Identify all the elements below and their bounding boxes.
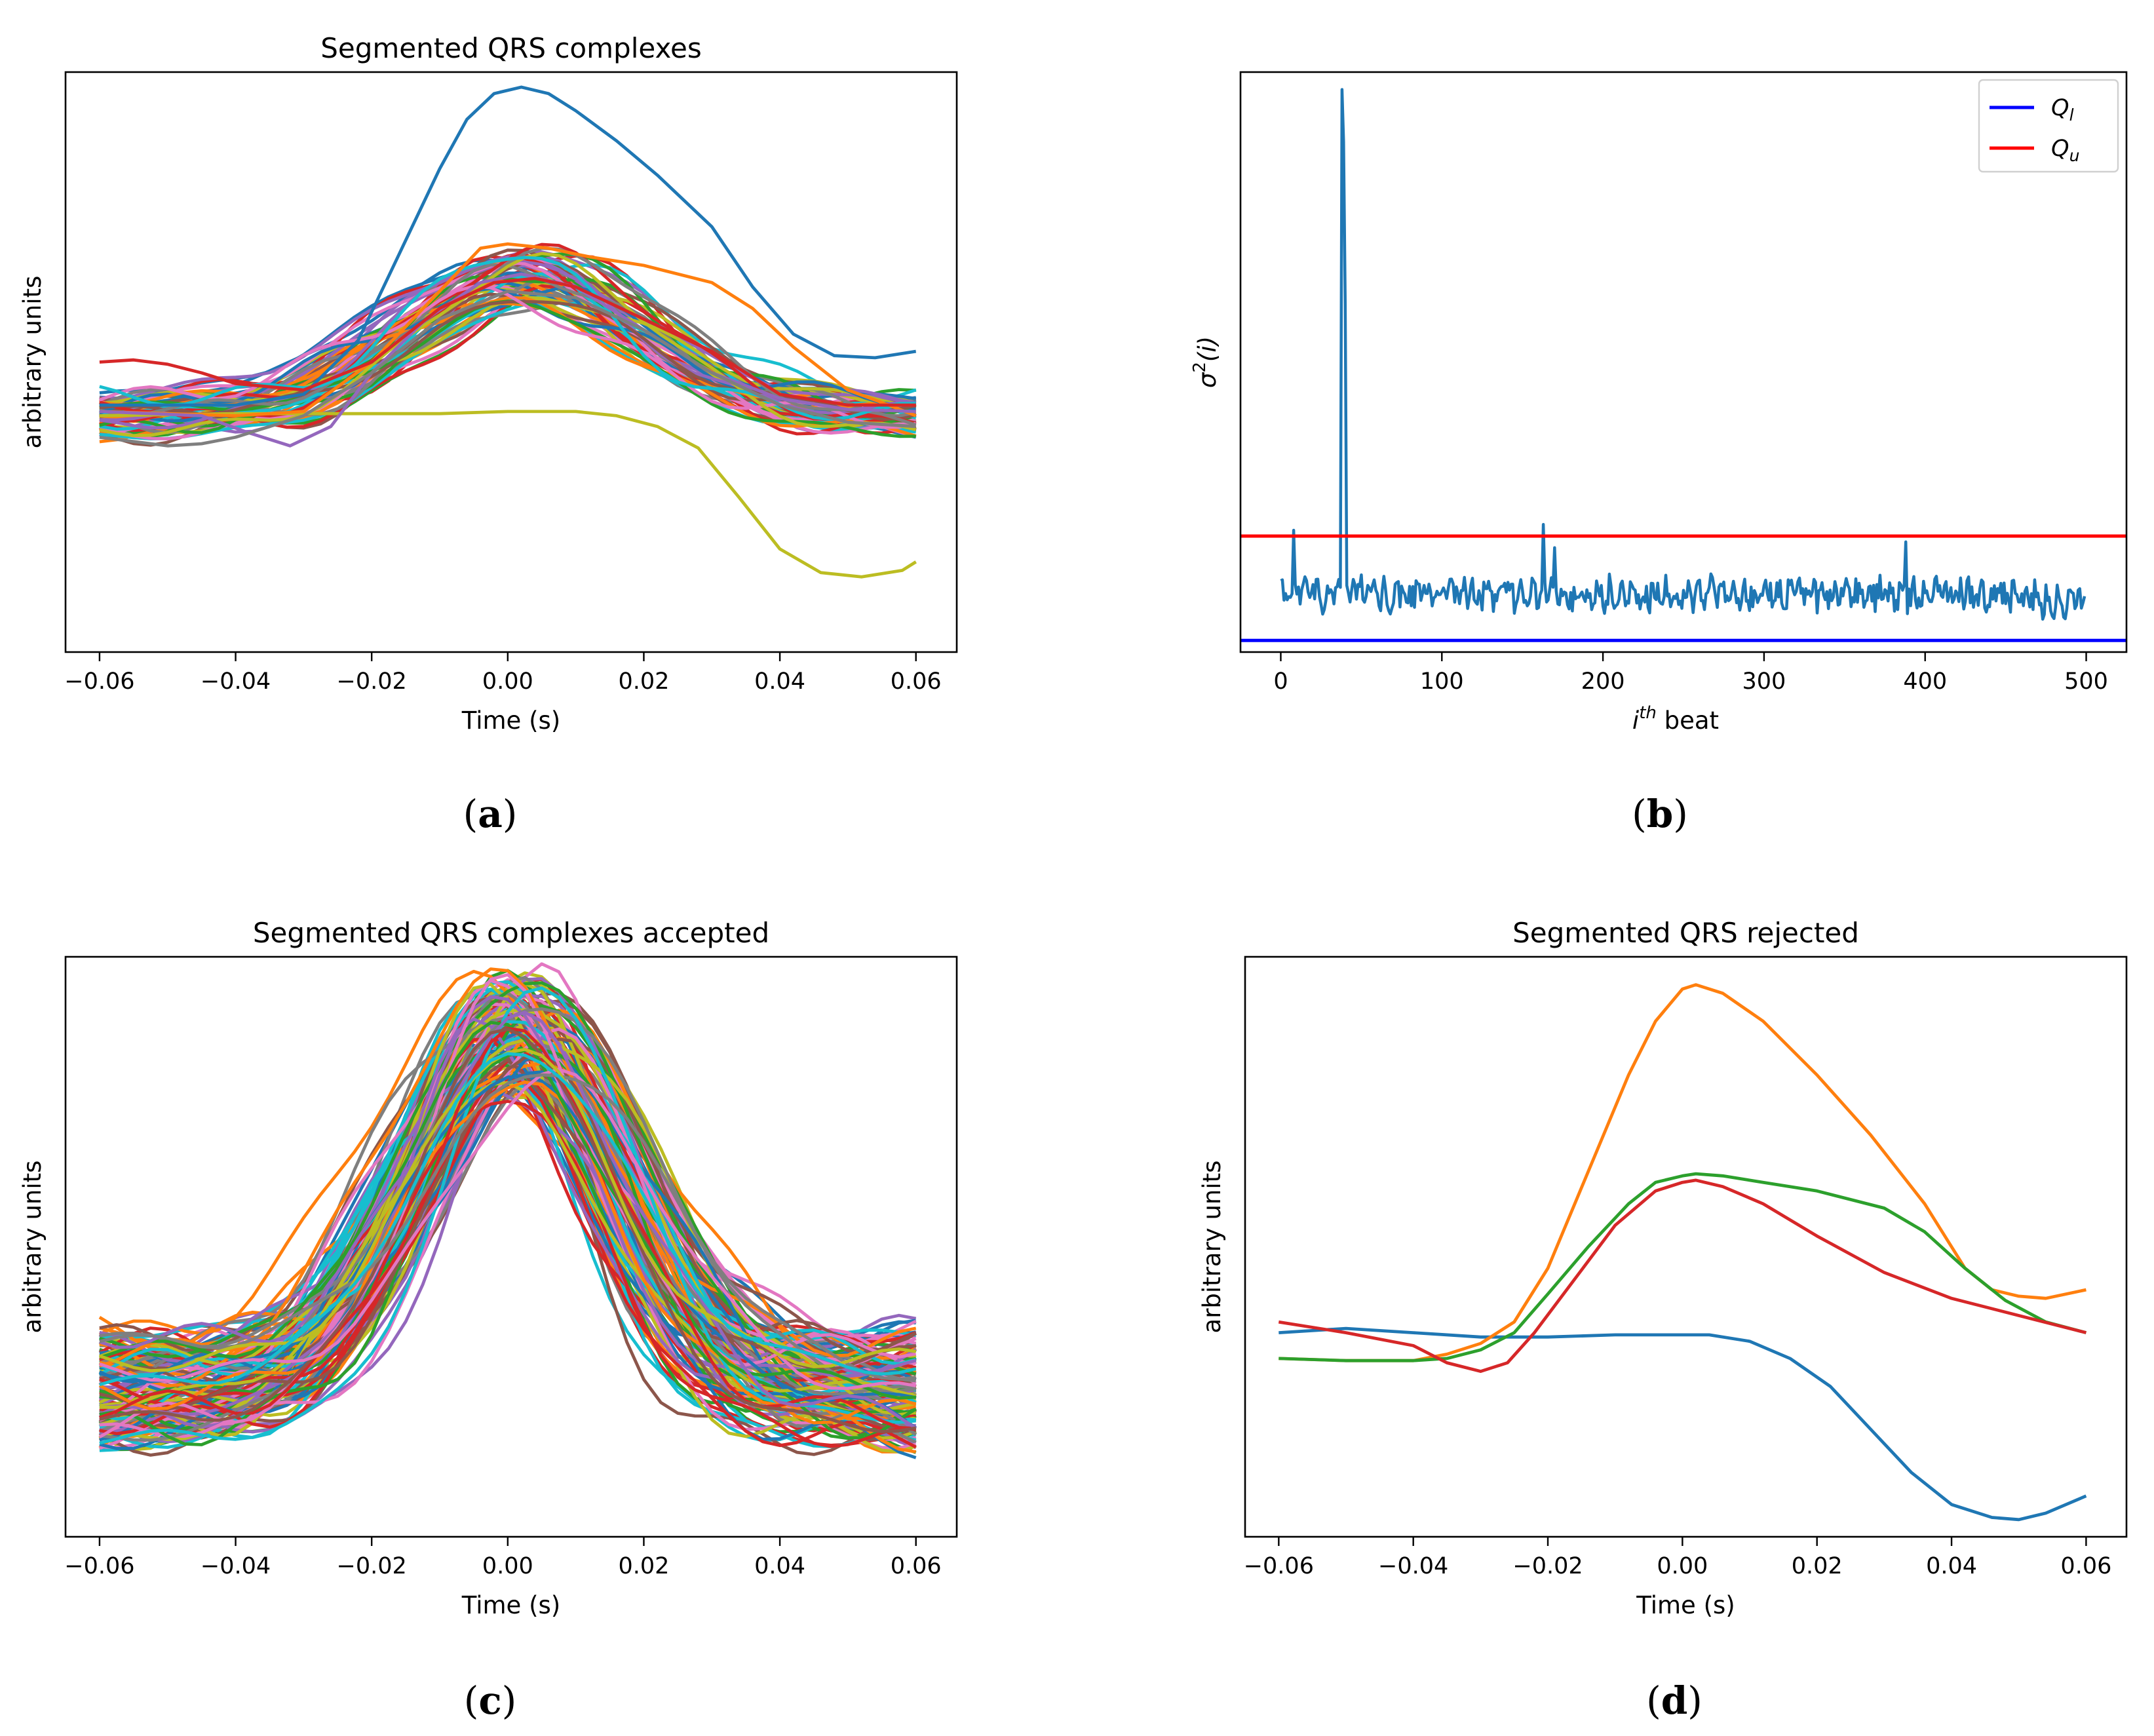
plot-frame	[64, 71, 958, 653]
series-line	[99, 242, 917, 417]
x-tick-label: 0.06	[891, 668, 942, 695]
series-line	[99, 995, 917, 1416]
panel-label: (d)	[1646, 1678, 1702, 1723]
x-axis-ticks: −0.06 −0.04 −0.02 0.00 0.02 0.04 0.06	[1244, 1537, 2111, 1579]
series-line	[1279, 1326, 2087, 1522]
series-line	[99, 85, 917, 407]
x-axis-label: Time (s)	[461, 706, 560, 735]
y-axis-label: arbitrary units	[1198, 1161, 1226, 1334]
x-axis-label-sup: th	[1639, 703, 1657, 723]
panel-label: (a)	[463, 792, 518, 836]
x-tick-label: 300	[1742, 668, 1786, 695]
x-tick-label: 0.06	[891, 1553, 942, 1579]
x-tick-label: −0.02	[337, 1553, 407, 1579]
x-tick-label: −0.02	[337, 668, 407, 695]
x-tick-label: 0.02	[618, 1553, 669, 1579]
x-axis-ticks: −0.06 −0.04 −0.02 0.00 0.02 0.04 0.06	[64, 652, 942, 695]
series-line	[99, 1027, 917, 1433]
x-tick-label: 0.04	[1926, 1553, 1977, 1579]
panel-label: (b)	[1632, 792, 1688, 836]
x-tick-label: −0.02	[1512, 1553, 1583, 1579]
x-tick-label: 0.04	[754, 668, 805, 695]
series-line	[99, 1020, 916, 1400]
x-tick-label: 0.06	[2060, 1553, 2111, 1579]
panel-letter: a	[478, 792, 503, 836]
series-line	[99, 277, 916, 407]
x-tick-label: −0.04	[201, 1553, 271, 1579]
series-line	[1279, 983, 2087, 1362]
y-axis-label: arbitrary units	[18, 276, 47, 449]
x-axis-label: Time (s)	[461, 1591, 560, 1619]
series-line	[99, 1011, 917, 1430]
x-tick-label: 0	[1273, 668, 1288, 695]
series-line	[99, 410, 917, 579]
x-tick-label: 0.00	[482, 668, 533, 695]
chart-title: Segmented QRS complexes	[320, 32, 702, 64]
series-line	[99, 1056, 917, 1365]
series-line	[99, 1052, 917, 1387]
legend-box	[1978, 79, 2119, 173]
x-tick-label: 0.00	[1657, 1553, 1708, 1579]
chart-title: Segmented QRS complexes accepted	[253, 917, 769, 949]
x-tick-label: −0.04	[201, 668, 271, 695]
chart-title: Segmented QRS rejected	[1512, 917, 1859, 949]
variance-line	[1280, 88, 2087, 621]
x-tick-label: 0.04	[754, 1553, 805, 1579]
panel-letter: c	[478, 1678, 501, 1723]
x-tick-label: 0.02	[618, 668, 669, 695]
x-tick-label: 500	[2064, 668, 2108, 695]
x-tick-label: 400	[1903, 668, 1947, 695]
panel-letter: d	[1661, 1678, 1688, 1723]
legend-label-sub: l	[2069, 106, 2074, 125]
x-tick-label: 0.02	[1792, 1553, 1843, 1579]
panel-label: (c)	[464, 1678, 517, 1723]
x-tick-label: 0.00	[482, 1553, 533, 1579]
series-line	[98, 973, 917, 1438]
x-tick-label: −0.06	[64, 668, 134, 695]
legend-label-sub: u	[2069, 146, 2080, 165]
series-line	[1278, 1178, 2087, 1373]
x-axis-label: Time (s)	[1636, 1591, 1735, 1619]
x-axis-label-base: i	[1632, 706, 1640, 735]
plot-frame	[1239, 71, 2128, 653]
y-axis-label-rest: (i)	[1193, 336, 1221, 362]
chart-c: −0.06 −0.04 −0.02 0.00 0.02 0.04 0.06 Segmented…	[18, 917, 958, 1619]
series-line	[99, 272, 916, 448]
series-line	[1279, 1172, 2087, 1362]
y-axis-label: σ2(i)	[1190, 336, 1221, 388]
x-axis-label: ith beat	[1632, 703, 1719, 735]
y-axis-label: arbitrary units	[18, 1161, 47, 1334]
legend-label-base: Q	[2051, 95, 2069, 121]
series-line	[99, 252, 917, 438]
legend-label-base: Q	[2051, 136, 2069, 162]
x-axis-label-rest: beat	[1657, 706, 1719, 735]
x-tick-label: −0.04	[1378, 1553, 1448, 1579]
x-tick-label: 200	[1581, 668, 1625, 695]
plot-frame	[64, 955, 958, 1538]
y-axis-label-sup: 2	[1190, 362, 1210, 373]
chart-a: −0.06 −0.04 −0.02 0.00 0.02 0.04 0.06 Segmented…	[18, 32, 958, 735]
x-axis-ticks: −0.06 −0.04 −0.02 0.00 0.02 0.04 0.06	[64, 1537, 942, 1579]
panel-letter: b	[1647, 792, 1674, 836]
x-tick-label: −0.06	[64, 1553, 134, 1579]
legend-label: Ql	[2051, 95, 2074, 125]
y-axis-label-sigma: σ	[1193, 372, 1221, 388]
x-tick-label: 100	[1420, 668, 1464, 695]
chart-d: −0.06 −0.04 −0.02 0.00 0.02 0.04 0.06 Segmented…	[1198, 917, 2128, 1619]
series-line	[98, 1054, 917, 1395]
x-tick-label: −0.06	[1244, 1553, 1314, 1579]
plot-frame	[1244, 955, 2128, 1538]
series-line	[99, 289, 916, 448]
x-axis-ticks: 0 100 200 300 400 500	[1273, 652, 2108, 695]
legend-label: Qu	[2051, 136, 2079, 165]
